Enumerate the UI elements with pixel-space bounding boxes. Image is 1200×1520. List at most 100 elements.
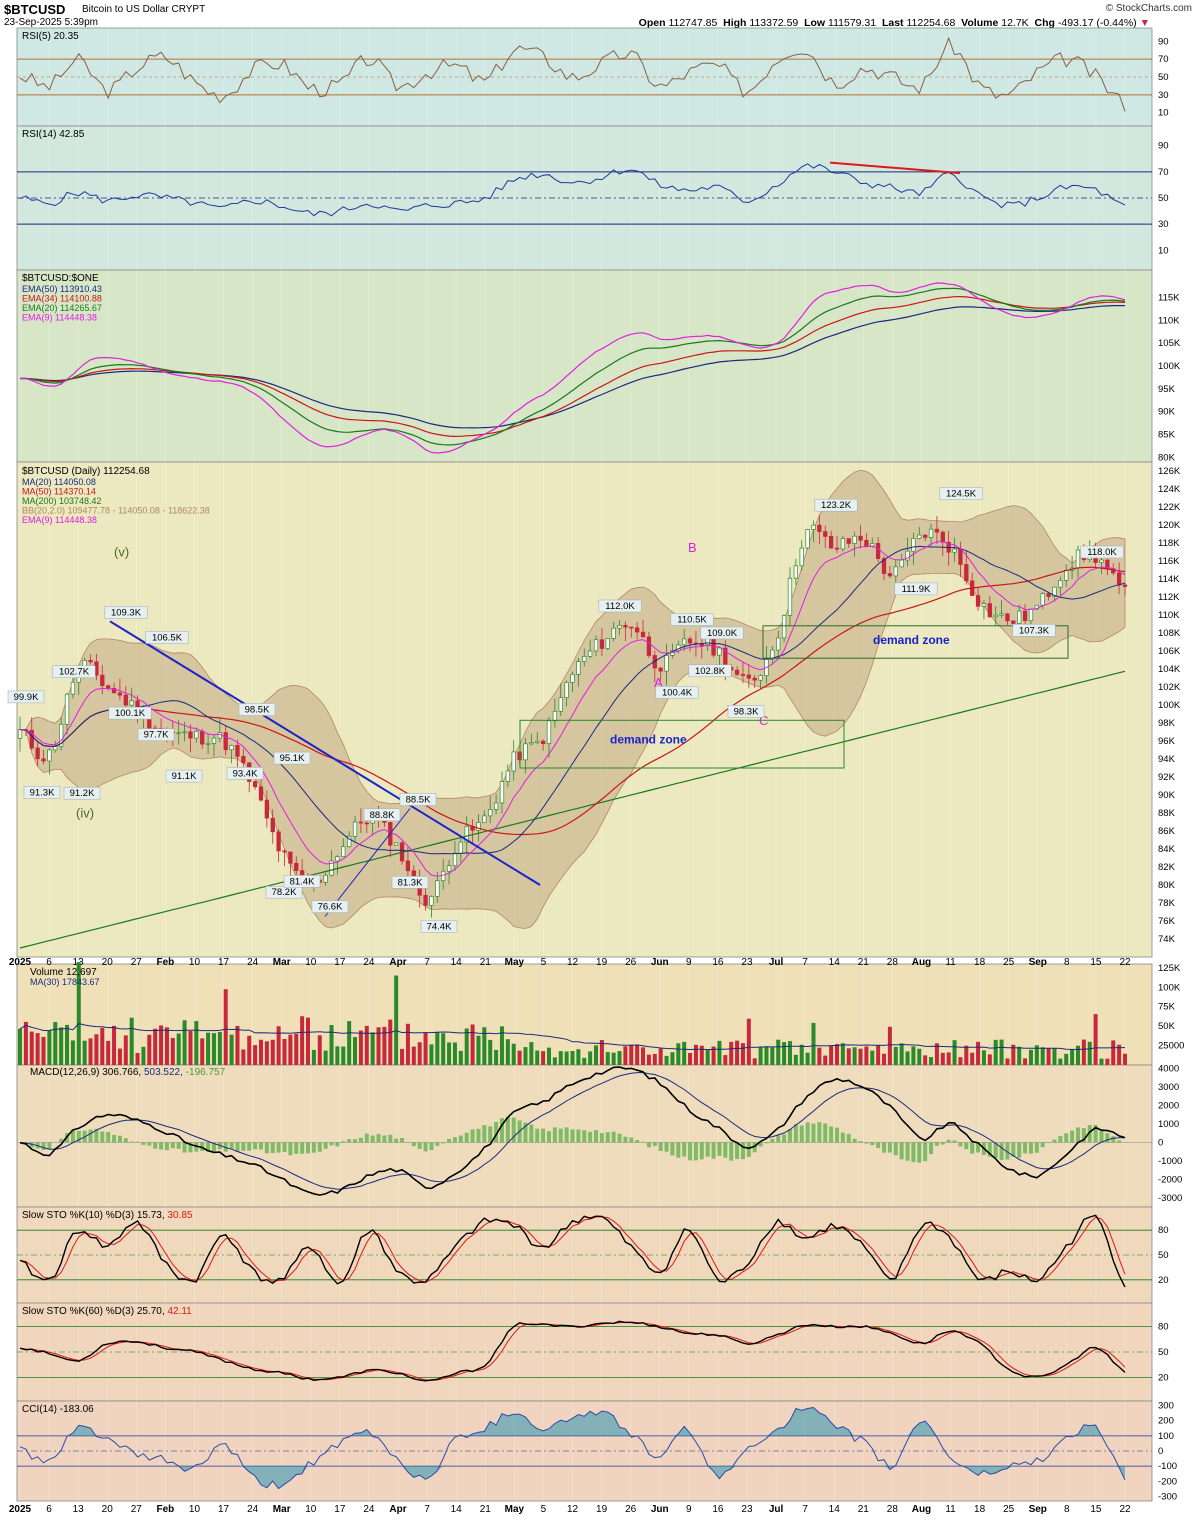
macd-histogram-bar (211, 1142, 216, 1152)
rsi14-panel: RSI(14) 42.85 90 70 50 30 10 (17, 129, 1169, 256)
macd-histogram-bar (170, 1142, 175, 1149)
macd-histogram-bar (711, 1142, 716, 1159)
volume-bar (458, 1050, 463, 1065)
macd-histogram-bar (840, 1132, 845, 1143)
candle-body (535, 740, 540, 743)
macd-histogram-bar (464, 1132, 469, 1143)
y-tick-label: -100 (1158, 1461, 1177, 1472)
x-tick-label: 7 (802, 957, 808, 968)
macd-histogram-bar (964, 1142, 969, 1150)
volume-bar (646, 1054, 651, 1065)
volume-bar (47, 1030, 52, 1065)
volume-bar (170, 1037, 175, 1065)
macd-histogram-bar (311, 1142, 316, 1153)
candle-body (252, 781, 258, 788)
price-label-box (363, 808, 401, 822)
candle-body (111, 688, 117, 694)
macd-histogram-bar (206, 1142, 211, 1152)
volume-bar (253, 1045, 258, 1065)
macd-histogram-bar (94, 1128, 99, 1143)
candle-body (828, 536, 834, 549)
x-tick-label: 11 (945, 1504, 956, 1515)
candle-body (664, 654, 669, 672)
volume-bar (182, 1020, 187, 1065)
price-label-box (52, 665, 96, 678)
price-label-box (688, 664, 732, 678)
price-label-box (727, 705, 765, 718)
macd-histogram-bar (999, 1142, 1004, 1160)
volume-bar (482, 1027, 487, 1065)
macd-histogram-bar (306, 1142, 311, 1154)
macd-histogram-bar (987, 1142, 992, 1157)
candle-body (1022, 610, 1028, 622)
macd-histogram-bar (141, 1142, 146, 1145)
cci-title: CCI(14) -183.06 (22, 1404, 94, 1415)
ema-title: $BTCUSD:$ONE (22, 273, 99, 284)
volume-bar (1111, 1040, 1116, 1065)
macd-histogram-bar (1034, 1142, 1039, 1153)
y-tick-label: 116K (1158, 556, 1180, 567)
candle-body (858, 535, 863, 541)
ema9-line (19, 282, 1126, 454)
volume-bar (1070, 1049, 1075, 1065)
x-tick-label: 15 (1090, 1504, 1102, 1515)
y-tick-label: 95K (1158, 384, 1176, 395)
macd-histogram-bar (47, 1142, 52, 1149)
volume-bar (100, 1027, 105, 1065)
macd-histogram-bar (664, 1142, 669, 1152)
cci-line (19, 1406, 1126, 1490)
volume-bar (740, 1043, 745, 1065)
candle-body (41, 758, 46, 762)
demand-zone-box (519, 719, 845, 769)
volume-bar (782, 1042, 787, 1065)
y-tick-label: 110K (1158, 315, 1180, 326)
macd-histogram-bar (452, 1137, 457, 1143)
volume-bar (53, 1022, 58, 1065)
candle-body (840, 538, 846, 550)
price-label: 102.8K (695, 666, 726, 677)
macd-histogram-bar (123, 1138, 128, 1143)
x-tick-label: 25 (1003, 1504, 1015, 1515)
price-label-box (104, 606, 148, 619)
volume-bar (940, 1052, 945, 1065)
candle-body (1052, 586, 1057, 597)
candle-body (258, 786, 264, 801)
demand-zone-label: demand zone (873, 633, 950, 647)
volume-bar (117, 1048, 122, 1065)
rsi14-title: RSI(14) 42.85 (22, 129, 85, 140)
macd-histogram-bar (646, 1142, 651, 1148)
x-tick-label: 17 (218, 1504, 230, 1515)
candle-body (335, 856, 340, 862)
macd-histogram-bar (976, 1142, 981, 1153)
x-tick-label: Jun (651, 1504, 669, 1515)
volume-bar (746, 1018, 751, 1065)
y-tick-label: 50 (1158, 193, 1169, 204)
x-tick-label: 14 (451, 1504, 463, 1515)
candle-body (975, 595, 981, 607)
macd-histogram-bar (423, 1142, 428, 1152)
y-tick-label: 118K (1158, 538, 1180, 549)
candle-body (341, 846, 346, 857)
candle-body (58, 723, 64, 747)
price-legend-entry: MA(200) 103748.42 (22, 496, 102, 506)
candle-body (540, 740, 546, 745)
ema-legend-entry: EMA(9) 114448.38 (22, 313, 97, 323)
volume-bar (693, 1044, 698, 1065)
macd-histogram-bar (776, 1135, 781, 1143)
candle-body (687, 638, 693, 644)
macd-histogram-bar (699, 1142, 704, 1160)
x-tick-label: 10 (305, 1504, 317, 1515)
macd-histogram-bar (617, 1133, 622, 1143)
volume-bar (705, 1049, 710, 1065)
brand-logo[interactable]: © StockCharts.com (1105, 3, 1192, 14)
candle-body (211, 737, 217, 744)
candle-body (582, 656, 587, 662)
volume-bar (129, 1017, 134, 1065)
macd-histogram-bar (817, 1122, 822, 1143)
macd-histogram-bar (723, 1142, 728, 1158)
macd-histogram-bar (370, 1135, 375, 1143)
candle-body (911, 538, 916, 552)
macd-histogram-bar (188, 1142, 193, 1153)
macd-histogram-bar (1017, 1142, 1022, 1158)
